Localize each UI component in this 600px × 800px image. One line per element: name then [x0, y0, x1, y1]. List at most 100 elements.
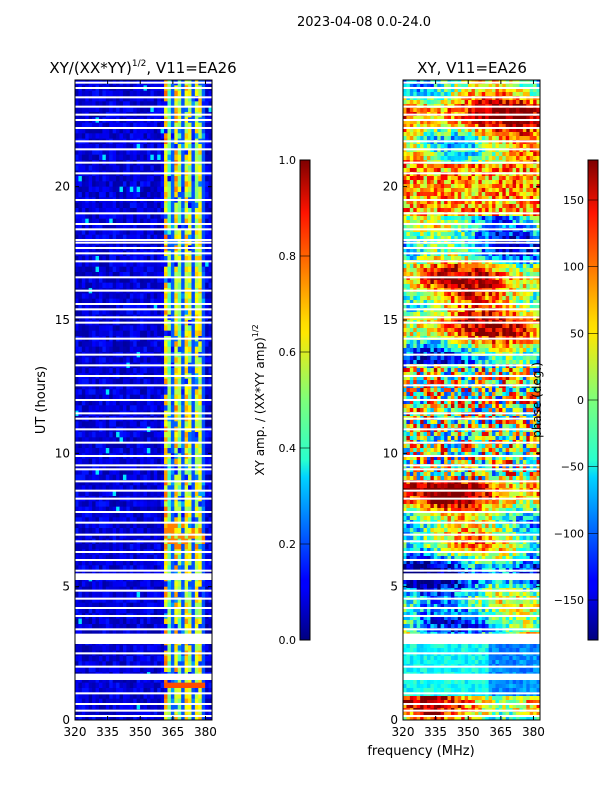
flagged-row — [403, 521, 540, 524]
flagged-row — [75, 412, 212, 415]
left-plot-frame — [74, 79, 213, 721]
x-tick-label: 380 — [522, 725, 545, 739]
flagged-row — [75, 148, 212, 151]
flagged-block — [403, 674, 540, 680]
flagged-row — [403, 375, 540, 377]
right-colorbar-label: phase (deg.) — [530, 362, 544, 438]
colorbar-tick-label: 0.0 — [279, 634, 297, 647]
flagged-row — [403, 709, 540, 712]
flagged-row — [403, 321, 540, 324]
flagged-row — [75, 161, 212, 164]
flagged-row — [75, 551, 212, 553]
flagged-row — [75, 239, 212, 241]
flagged-row — [403, 105, 540, 108]
flagged-row — [403, 223, 540, 225]
left-y-axis-label: UT (hours) — [34, 366, 49, 434]
flagged-row — [75, 497, 212, 500]
flagged-row — [75, 260, 212, 263]
flagged-row — [75, 715, 212, 717]
flagged-row — [75, 480, 212, 483]
flagged-row — [75, 540, 212, 543]
colorbar-tick-label: −150 — [554, 594, 584, 607]
flagged-row — [75, 652, 212, 655]
flagged-row — [75, 105, 212, 108]
flagged-row — [75, 223, 212, 225]
flagged-block — [75, 573, 212, 580]
y-tick-label: 5 — [62, 580, 70, 594]
y-tick-label: 20 — [55, 180, 70, 194]
flagged-row — [75, 96, 212, 99]
flagged-row — [403, 533, 540, 536]
flagged-row — [75, 353, 212, 356]
flagged-row — [75, 441, 212, 444]
flagged-row — [403, 615, 540, 617]
flagged-row — [403, 172, 540, 175]
y-tick-label: 10 — [383, 446, 398, 460]
figure-title: 2023-04-08 0.0-24.0 — [297, 15, 431, 30]
flagged-row — [403, 212, 540, 215]
y-tick-label: 15 — [383, 313, 398, 327]
y-tick-label: 10 — [55, 446, 70, 460]
colorbar-tick-label: 100 — [563, 261, 584, 274]
colorbar-tick-label: 150 — [563, 194, 584, 207]
flagged-row — [75, 140, 212, 143]
flagged-row — [75, 212, 212, 215]
flagged-row — [403, 96, 540, 99]
flagged-block — [75, 674, 212, 680]
flagged-row — [403, 161, 540, 164]
flagged-row — [75, 321, 212, 324]
flagged-row — [75, 703, 212, 705]
left-panel: XY/(XX*YY)1/2, V11=EA26 320 335 350 365 380 0… — [34, 59, 237, 739]
flagged-row — [75, 615, 212, 617]
flagged-row — [75, 559, 212, 561]
flagged-row — [75, 468, 212, 471]
flagged-row — [403, 511, 540, 513]
flagged-row — [403, 464, 540, 467]
flagged-row — [75, 692, 212, 695]
flagged-row — [403, 692, 540, 695]
flagged-row — [75, 533, 212, 536]
flagged-row — [75, 569, 212, 572]
flagged-row — [75, 709, 212, 712]
y-tick-label: 0 — [390, 713, 398, 727]
right-flag-lines — [403, 81, 540, 717]
flagged-row — [75, 589, 212, 592]
flagged-row — [75, 364, 212, 367]
colorbar-tick-label: 0.6 — [279, 346, 297, 359]
flagged-row — [75, 337, 212, 340]
flagged-row — [403, 468, 540, 471]
flagged-row — [75, 241, 212, 244]
flagged-row — [403, 441, 540, 444]
flagged-row — [403, 289, 540, 292]
flagged-row — [75, 464, 212, 467]
y-tick-label: 0 — [62, 713, 70, 727]
colorbar-tick-label: 50 — [570, 327, 584, 340]
flagged-row — [403, 247, 540, 249]
x-tick-label: 365 — [489, 725, 512, 739]
flagged-row — [75, 228, 212, 231]
flagged-row — [403, 199, 540, 201]
flagged-row — [403, 276, 540, 279]
flagged-row — [75, 607, 212, 609]
flagged-row — [403, 119, 540, 121]
colorbar-tick-label: 0 — [577, 394, 584, 407]
right-colorbar: −150 −100 −50 0 50 100 150 phase (deg.) — [530, 159, 599, 641]
flagged-row — [403, 260, 540, 263]
x-tick-label: 335 — [424, 725, 447, 739]
flagged-row — [75, 199, 212, 201]
right-axis-ticks: 320 335 350 365 380 0 5 10 15 20 — [383, 80, 545, 739]
flagged-row — [75, 628, 212, 631]
flagged-row — [403, 412, 540, 415]
flagged-row — [403, 665, 540, 668]
flagged-row — [75, 252, 212, 255]
y-tick-label: 5 — [390, 580, 398, 594]
left-colorbar: 0.0 0.2 0.4 0.6 0.8 1.0 XY amp. / (XX*YY amp)… — [251, 154, 311, 647]
flagged-row — [75, 417, 212, 420]
x-tick-label: 365 — [161, 725, 184, 739]
x-tick-label: 335 — [96, 725, 119, 739]
flagged-row — [403, 140, 540, 143]
flagged-row — [403, 364, 540, 367]
flagged-row — [75, 316, 212, 319]
y-tick-label: 20 — [383, 180, 398, 194]
colorbar-tick-label: 0.8 — [279, 250, 297, 263]
